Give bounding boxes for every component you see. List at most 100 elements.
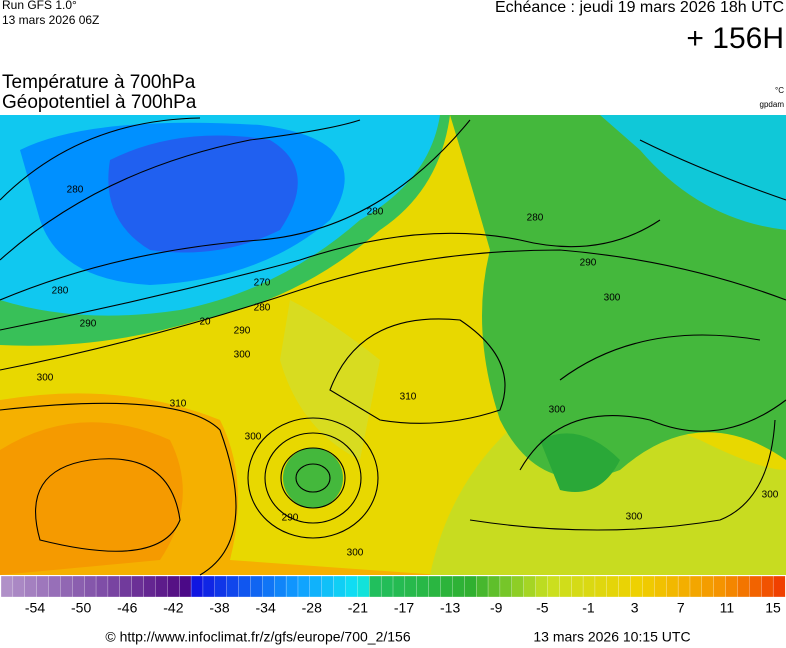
colorbar-swatch <box>523 575 536 598</box>
colorbar-swatch <box>392 575 406 598</box>
colorbar-swatch <box>772 575 786 598</box>
colorbar-label: 15 <box>765 600 781 616</box>
contour-label: 280 <box>367 207 384 218</box>
colorbar-swatch <box>24 575 38 598</box>
colorbar-swatch <box>274 575 287 598</box>
colorbar-swatch <box>380 575 394 598</box>
contour-label: 20 <box>199 317 211 328</box>
colorbar-swatch <box>630 575 643 598</box>
colorbar-swatch <box>511 575 525 598</box>
colorbar-label: -54 <box>25 600 45 616</box>
colorbar-swatch <box>487 575 501 598</box>
colorbar-swatch <box>357 575 370 598</box>
lead-time: + 156H <box>686 22 784 55</box>
contour-label: 300 <box>234 350 251 361</box>
colorbar-swatch <box>131 575 144 598</box>
contour-label: 290 <box>80 319 97 330</box>
colorbar-swatch <box>60 575 73 598</box>
colorbar-label: -1 <box>582 600 595 616</box>
colorbar-swatch <box>535 575 548 598</box>
colorbar-swatch <box>416 575 430 598</box>
contour-label: 270 <box>254 278 271 289</box>
colorbar-swatch <box>238 575 251 598</box>
colorbar-swatch <box>677 575 691 598</box>
colorbar-swatch <box>72 575 85 598</box>
contour-label: 290 <box>282 513 299 524</box>
contour-label: 300 <box>762 490 779 501</box>
contour-label: 280 <box>67 185 84 196</box>
contour-label: 300 <box>245 432 262 443</box>
colorbar-swatch <box>582 575 596 598</box>
colorbar-swatch <box>214 575 228 598</box>
contour-label: 290 <box>234 326 251 337</box>
colorbar-swatch <box>84 575 97 598</box>
colorbar-swatch <box>143 575 156 598</box>
colorbar-swatch <box>0 575 14 598</box>
colorbar-swatch <box>713 575 727 598</box>
contour-label: 280 <box>254 303 271 314</box>
colorbar-label: -34 <box>256 600 276 616</box>
colorbar-label: -13 <box>440 600 460 616</box>
colorbar-swatch <box>440 575 453 598</box>
valid-time: Echéance : jeudi 19 mars 2026 18h UTC <box>495 0 784 16</box>
colorbar-label: -46 <box>117 600 137 616</box>
colorbar-swatch <box>190 575 204 598</box>
colorbar-swatch <box>345 575 358 598</box>
colorbar-swatch <box>48 575 61 598</box>
contour-label: 290 <box>580 258 597 269</box>
colorbar-swatch <box>547 575 560 598</box>
colorbar-swatch <box>594 575 608 598</box>
colorbar-swatch <box>559 575 572 598</box>
colorbar-swatch <box>155 575 168 598</box>
contour-label: 300 <box>604 293 621 304</box>
map <box>0 115 786 576</box>
colorbar-swatch <box>226 575 240 598</box>
run-date: 13 mars 2026 06Z <box>2 13 99 27</box>
colorbar-swatch <box>571 575 584 598</box>
colorbar-swatch <box>499 575 513 598</box>
colorbar-swatch <box>761 575 774 598</box>
colorbar-swatch <box>179 575 192 598</box>
colorbar-label: -50 <box>71 600 91 616</box>
colorbar-swatch <box>107 575 121 598</box>
colorbar-swatch <box>428 575 441 598</box>
colorbar-swatch <box>321 575 335 598</box>
colorbar-swatch <box>36 575 49 598</box>
colorbar-swatch <box>606 575 620 598</box>
colorbar-label: -38 <box>209 600 229 616</box>
contour-label: 310 <box>400 392 417 403</box>
contour-label: 310 <box>170 399 187 410</box>
colorbar-label: 11 <box>720 600 735 616</box>
title-temperature: Température à 700hPa <box>2 72 196 93</box>
colorbar-swatch <box>404 575 418 598</box>
unit-temperature: °C <box>775 86 784 95</box>
contour-label: 280 <box>527 213 544 224</box>
colorbar-swatch <box>666 575 679 598</box>
colorbar-swatch <box>654 575 667 598</box>
colorbar-swatch <box>749 575 762 598</box>
colorbar-swatch <box>297 575 311 598</box>
colorbar-swatch <box>250 575 263 598</box>
unit-geopotential: gpdam <box>760 100 785 109</box>
footer-date: 13 mars 2026 10:15 UTC <box>533 629 690 645</box>
colorbar-label: -5 <box>536 600 549 616</box>
colorbar-swatch <box>285 575 299 598</box>
colorbar-swatch <box>642 575 655 598</box>
colorbar-swatch <box>12 575 26 598</box>
contour-label: 300 <box>549 405 566 416</box>
colorbar-label: -28 <box>302 600 322 616</box>
colorbar-swatch <box>369 575 382 598</box>
colorbar-swatch <box>689 575 703 598</box>
contour-label: 280 <box>52 286 69 297</box>
colorbar-swatch <box>202 575 216 598</box>
contour-label: 300 <box>626 512 643 523</box>
colorbar-swatch <box>725 575 738 598</box>
colorbar-swatch <box>333 575 346 598</box>
colorbar-swatch <box>737 575 750 598</box>
title-geopotential: Géopotentiel à 700hPa <box>2 92 197 113</box>
colorbar-swatch <box>119 575 133 598</box>
colorbar-swatch <box>167 575 180 598</box>
colorbar-label: -17 <box>394 600 414 616</box>
colorbar-label: 3 <box>631 600 639 616</box>
